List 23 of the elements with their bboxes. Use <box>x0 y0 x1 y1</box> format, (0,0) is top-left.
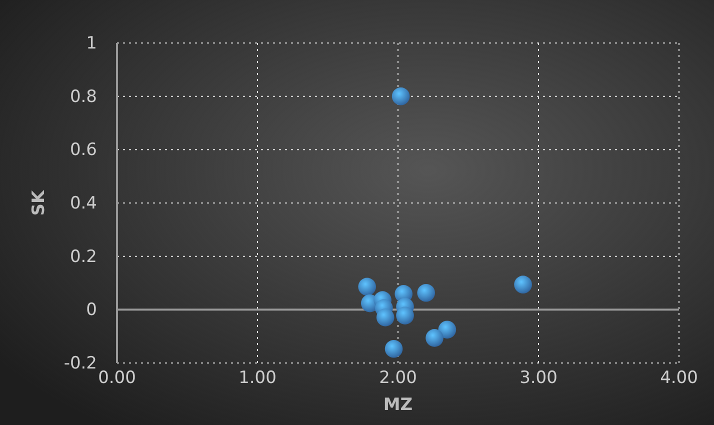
x-tick-label: 4.00 <box>660 368 698 388</box>
point <box>426 329 444 347</box>
point <box>358 278 376 296</box>
y-tick-label: 0 <box>86 300 97 320</box>
x-tick-label: 1.00 <box>238 368 276 388</box>
x-tick-label: 0.00 <box>98 368 136 388</box>
y-tick-label: 0.2 <box>70 246 97 267</box>
x-tick-label: 3.00 <box>520 368 558 388</box>
x-axis-title: MZ <box>383 395 413 415</box>
y-tick-label: 1 <box>86 33 97 54</box>
point <box>514 276 532 294</box>
y-axis-title: SK <box>29 189 49 216</box>
point <box>417 284 436 302</box>
point <box>384 340 403 358</box>
y-tick-label: -0.2 <box>64 353 97 374</box>
y-tick-label: 0.8 <box>70 86 97 107</box>
point <box>438 320 456 339</box>
x-tick-label: 2.00 <box>379 368 417 388</box>
y-tick-label: 0.6 <box>70 140 97 160</box>
point <box>392 87 410 106</box>
point <box>376 308 394 326</box>
y-tick-label: 0.4 <box>70 193 97 214</box>
point <box>396 306 414 324</box>
